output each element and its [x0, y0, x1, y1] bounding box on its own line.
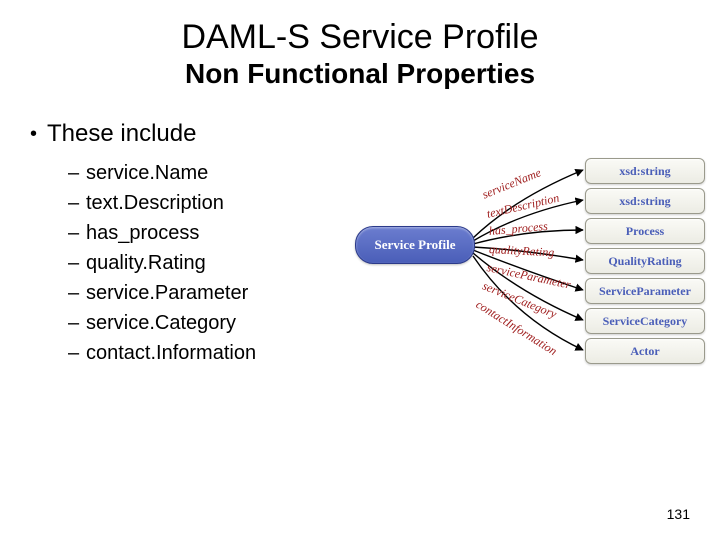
diagram-target-label: xsd:string — [619, 194, 670, 208]
diagram-hub: Service Profile — [355, 226, 475, 264]
diagram-target-label: ServiceParameter — [599, 284, 691, 298]
list-item: –contact.Information — [68, 338, 256, 368]
page-number: 131 — [667, 506, 690, 522]
diagram-target: xsd:string — [585, 158, 705, 184]
list-item-label: text.Description — [86, 192, 224, 214]
bullet-dot-icon: • — [30, 123, 37, 146]
list-item-label: contact.Information — [86, 342, 256, 364]
intro-bullet: • These include — [30, 120, 196, 148]
properties-list: –service.Name –text.Description –has_pro… — [68, 158, 256, 368]
dash-icon: – — [68, 308, 86, 338]
list-item: –has_process — [68, 218, 256, 248]
slide: DAML-S Service Profile Non Functional Pr… — [0, 0, 720, 540]
dash-icon: – — [68, 248, 86, 278]
slide-title-line-1: DAML-S Service Profile — [0, 18, 720, 57]
diagram-target: QualityRating — [585, 248, 705, 274]
dash-icon: – — [68, 218, 86, 248]
dash-icon: – — [68, 278, 86, 308]
slide-title-line-2: Non Functional Properties — [0, 58, 720, 90]
list-item-label: quality.Rating — [86, 252, 206, 274]
diagram-target: Actor — [585, 338, 705, 364]
diagram-target-label: Process — [626, 224, 664, 238]
diagram-target: ServiceCategory — [585, 308, 705, 334]
list-item: –quality.Rating — [68, 248, 256, 278]
dash-icon: – — [68, 188, 86, 218]
list-item: –service.Parameter — [68, 278, 256, 308]
list-item: –text.Description — [68, 188, 256, 218]
list-item: –service.Category — [68, 308, 256, 338]
intro-text: These include — [47, 120, 196, 147]
list-item-label: service.Name — [86, 162, 208, 184]
diagram-target: Process — [585, 218, 705, 244]
dash-icon: – — [68, 158, 86, 188]
diagram-target: ServiceParameter — [585, 278, 705, 304]
dash-icon: – — [68, 338, 86, 368]
diagram-target-label: xsd:string — [619, 164, 670, 178]
list-item: –service.Name — [68, 158, 256, 188]
list-item-label: service.Parameter — [86, 282, 248, 304]
list-item-label: service.Category — [86, 312, 236, 334]
diagram-target: xsd:string — [585, 188, 705, 214]
diagram-target-label: QualityRating — [608, 254, 681, 268]
diagram-target-label: Actor — [630, 344, 659, 358]
service-profile-diagram: Service Profile xsd:string xsd:string Pr… — [355, 158, 705, 398]
list-item-label: has_process — [86, 222, 199, 244]
diagram-target-label: ServiceCategory — [603, 314, 688, 328]
diagram-hub-label: Service Profile — [375, 237, 456, 252]
